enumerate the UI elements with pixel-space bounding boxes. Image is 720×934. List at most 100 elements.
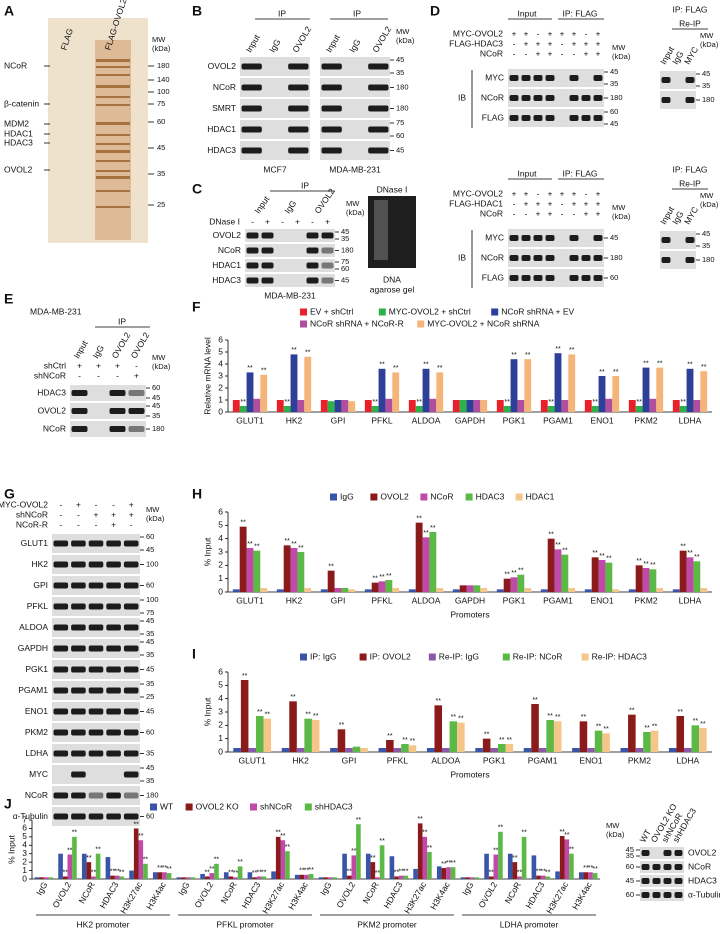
- significance: **: [569, 347, 575, 354]
- bar: [635, 406, 643, 412]
- bar: [327, 877, 333, 879]
- bar: [413, 868, 418, 879]
- sign: +: [584, 48, 589, 58]
- panel-letter: A: [4, 3, 14, 19]
- blot-band: [261, 247, 274, 254]
- blot-strip: [640, 847, 684, 859]
- bar: [393, 748, 402, 752]
- mw-label: 100: [146, 595, 159, 604]
- gel-band: [96, 85, 130, 88]
- row-label: FLAG: [482, 272, 504, 282]
- bar: [401, 744, 409, 752]
- bar: [446, 867, 451, 879]
- bar: [260, 374, 268, 412]
- sign: +: [548, 208, 553, 218]
- significance: **: [410, 738, 416, 745]
- legend-label: NCoR shRNA + NCoR-R: [310, 318, 404, 328]
- row-label: FLAG: [482, 112, 504, 122]
- blot-band: [521, 255, 531, 261]
- bar: [364, 400, 372, 412]
- significance: **: [441, 861, 447, 868]
- sign: -: [537, 28, 540, 38]
- y-tick-label: 3: [218, 370, 223, 380]
- bar: [246, 548, 254, 592]
- label: IP: FLAG: [673, 4, 708, 14]
- bar: [546, 720, 554, 752]
- significance: **: [657, 360, 663, 367]
- protein-label: HDAC1: [4, 128, 33, 138]
- row-label: OVOL2: [688, 847, 717, 857]
- bar: [693, 400, 701, 412]
- significance: **: [305, 350, 311, 357]
- bar: [591, 557, 599, 592]
- significance: **: [290, 694, 296, 701]
- significance: **: [247, 541, 253, 548]
- significance: **: [592, 399, 598, 406]
- blot-band: [533, 95, 543, 101]
- mw-label: 35: [146, 650, 154, 659]
- group-label: LDHA promoter: [500, 919, 559, 929]
- bar: [403, 875, 409, 879]
- mw-label: 45: [702, 69, 710, 78]
- blot-band: [569, 275, 579, 281]
- bar: [620, 748, 629, 752]
- row-label: PKM2: [25, 727, 48, 737]
- row-label: HDAC3: [37, 387, 66, 397]
- sign: +: [325, 216, 330, 226]
- blot-strip: [508, 229, 604, 247]
- significance: **: [240, 520, 246, 527]
- sign: +: [111, 509, 116, 519]
- sign: +: [596, 28, 601, 38]
- y-tick-label: 1: [218, 733, 223, 743]
- mw-label: 180: [157, 61, 170, 70]
- panel-letter: H: [192, 486, 202, 502]
- bar: [138, 840, 144, 879]
- significance: **: [256, 869, 262, 876]
- bar: [466, 585, 474, 592]
- bar: [327, 570, 335, 592]
- bar: [105, 857, 111, 879]
- sign: +: [560, 28, 565, 38]
- significance: **: [687, 550, 693, 557]
- significance: **: [498, 825, 504, 832]
- blot-band: [685, 97, 695, 103]
- blot-strip: [240, 99, 310, 118]
- y-tick-label: 4: [218, 358, 223, 368]
- blot-band: [88, 708, 104, 715]
- bar: [450, 867, 456, 879]
- significance: **: [209, 866, 215, 873]
- legend-label: shHDAC3: [315, 801, 353, 811]
- label: MDA-MB-231: [264, 290, 316, 300]
- x-tick-label: ALDOA: [412, 415, 441, 425]
- x-tick-label: ENO1: [590, 415, 613, 425]
- bar: [386, 740, 394, 752]
- protein-label: MDM2: [4, 118, 29, 128]
- bar: [686, 557, 694, 592]
- blot-band: [88, 561, 104, 568]
- significance: **: [143, 857, 149, 864]
- y-tick-label: 0: [218, 586, 223, 596]
- significance: **: [599, 553, 605, 560]
- bar: [289, 701, 297, 752]
- bar: [436, 866, 442, 879]
- significance: **: [547, 713, 553, 720]
- blot-band: [71, 561, 86, 568]
- bar: [228, 876, 234, 879]
- mw-label: 180: [702, 255, 715, 264]
- legend-swatch: [502, 653, 510, 661]
- bar: [223, 872, 229, 879]
- sign: -: [135, 360, 138, 370]
- significance: **: [603, 726, 609, 733]
- bar: [95, 853, 101, 879]
- mw-label: 60: [157, 117, 165, 126]
- bar: [232, 589, 240, 592]
- significance: **: [592, 550, 598, 557]
- significance: **: [275, 830, 281, 837]
- significance: **: [95, 847, 101, 854]
- bar: [256, 876, 262, 879]
- bar: [283, 545, 291, 592]
- y-axis-label: % Input: [202, 537, 212, 566]
- sign: -: [561, 208, 564, 218]
- blot-band: [71, 792, 86, 799]
- legend-label: HDAC3: [476, 491, 505, 501]
